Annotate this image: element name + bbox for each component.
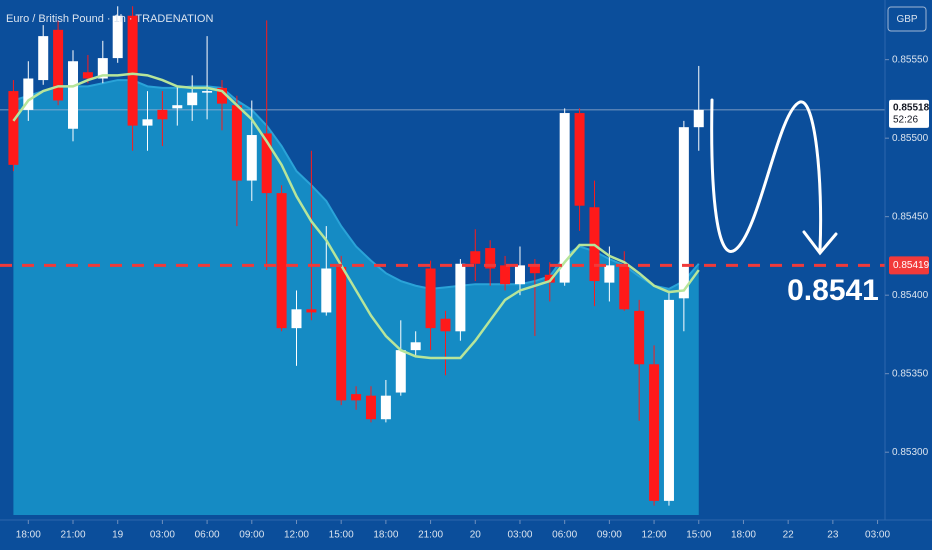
candle-body xyxy=(261,133,272,194)
candle-body xyxy=(455,263,466,332)
x-tick-label: 06:00 xyxy=(195,530,220,541)
candle-body xyxy=(500,265,511,285)
x-tick-label: 09:00 xyxy=(597,530,622,541)
candle-body xyxy=(351,394,362,401)
x-tick-label: 03:00 xyxy=(507,530,532,541)
target-price-label: 0.85419 xyxy=(893,260,930,271)
countdown-label: 52:26 xyxy=(893,115,918,126)
target-annotation: 0.8541 xyxy=(787,274,879,307)
candle-body xyxy=(678,127,689,299)
candle-body xyxy=(306,309,317,313)
currency-label: GBP xyxy=(896,14,917,25)
candle-body xyxy=(82,72,93,79)
x-tick-label: 22 xyxy=(783,530,795,541)
y-tick-label: 0.85350 xyxy=(892,368,929,379)
candle-body xyxy=(172,105,183,109)
candle-body xyxy=(187,92,198,106)
candle-body xyxy=(68,61,79,129)
candle-body xyxy=(291,309,302,329)
x-tick-label: 18:00 xyxy=(16,530,41,541)
x-tick-label: 12:00 xyxy=(642,530,667,541)
candle-body xyxy=(246,135,257,181)
x-tick-label: 18:00 xyxy=(373,530,398,541)
candle-body xyxy=(410,342,421,351)
target-price-box xyxy=(889,256,929,275)
candle-body xyxy=(336,266,347,401)
candle-body xyxy=(395,350,406,393)
chart-title: Euro / British Pound · 1h · TRADENATION xyxy=(6,13,213,25)
y-tick-label: 0.85450 xyxy=(892,211,929,222)
x-tick-label: 15:00 xyxy=(686,530,711,541)
current-price-box xyxy=(889,99,929,128)
candle-body xyxy=(8,91,19,165)
band-area xyxy=(13,80,699,515)
x-tick-label: 12:00 xyxy=(284,530,309,541)
candle-body xyxy=(38,36,49,81)
candle-body xyxy=(216,87,227,104)
x-tick-label: 09:00 xyxy=(239,530,264,541)
currency-badge[interactable] xyxy=(887,6,927,32)
x-tick-label: 18:00 xyxy=(731,530,756,541)
x-tick-label: 21:00 xyxy=(418,530,443,541)
candle-body xyxy=(97,58,108,79)
candle-body xyxy=(529,265,540,274)
x-tick-label: 21:00 xyxy=(60,530,85,541)
candle-body xyxy=(112,15,123,59)
candle-body xyxy=(53,29,64,101)
y-tick-label: 0.85550 xyxy=(892,54,929,65)
y-tick-label: 0.85500 xyxy=(892,133,929,144)
candle-body xyxy=(634,310,645,365)
candle-body xyxy=(365,395,376,420)
x-tick-label: 23 xyxy=(827,530,839,541)
candle-body xyxy=(514,265,525,285)
x-tick-label: 03:00 xyxy=(865,530,890,541)
candle-body xyxy=(485,248,496,269)
y-tick-label: 0.85300 xyxy=(892,447,929,458)
moving-average xyxy=(12,72,700,360)
candle-body xyxy=(23,78,34,110)
candle-body xyxy=(157,109,168,120)
plot-area xyxy=(0,6,885,515)
candle-body xyxy=(440,318,451,332)
x-tick-label: 19 xyxy=(112,530,124,541)
x-tick-label: 20 xyxy=(470,530,482,541)
candle-body xyxy=(380,395,391,420)
candle-body xyxy=(663,299,674,501)
x-tick-label: 03:00 xyxy=(150,530,175,541)
candle-body xyxy=(202,91,213,93)
candle-body xyxy=(276,193,287,329)
candle-body xyxy=(127,15,138,126)
candle-body xyxy=(574,113,585,206)
candle-body xyxy=(649,364,660,501)
candle-body xyxy=(425,268,436,329)
candle-body xyxy=(544,274,555,283)
candle-body xyxy=(619,265,630,310)
x-tick-label: 15:00 xyxy=(329,530,354,541)
y-tick-label: 0.85400 xyxy=(892,290,929,301)
candle-body xyxy=(231,105,242,181)
candle-body xyxy=(693,109,704,128)
drawn-arrow xyxy=(710,98,838,256)
x-tick-label: 06:00 xyxy=(552,530,577,541)
candle-body xyxy=(470,251,481,264)
candle-body xyxy=(321,268,332,313)
candle-body xyxy=(559,113,570,283)
current-price-label: 0.85518 xyxy=(893,103,930,114)
candle-body xyxy=(142,119,153,126)
candle-body xyxy=(604,265,615,283)
